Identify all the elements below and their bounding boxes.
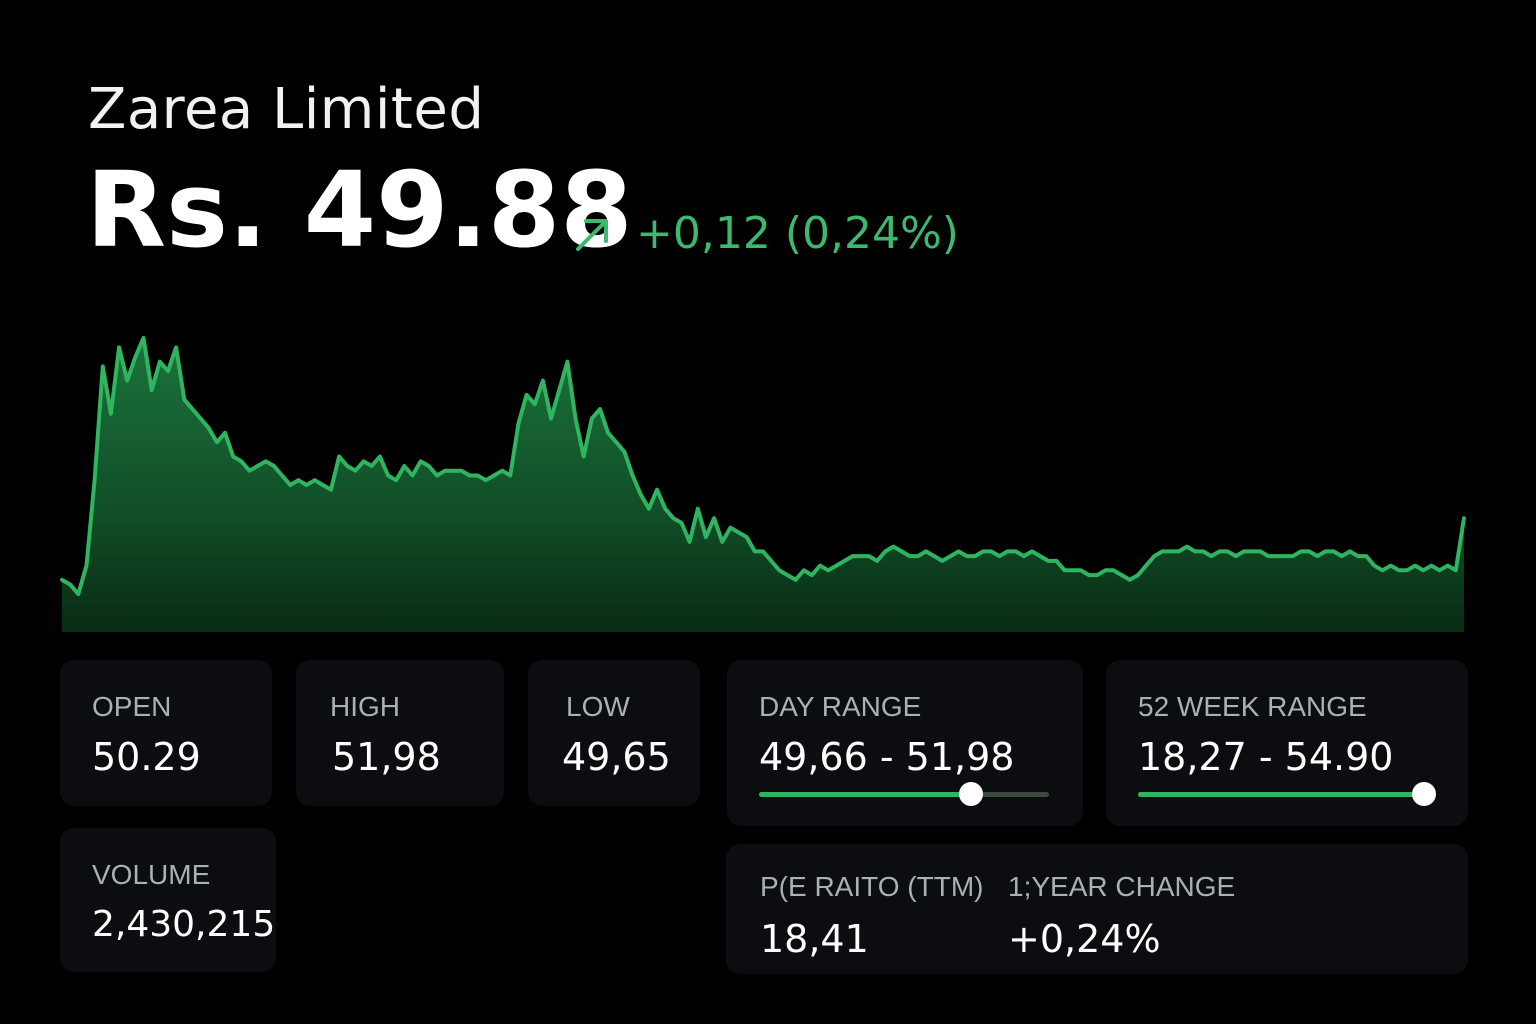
stat-card-low: LOW 49,65 [528, 660, 700, 806]
52-week-range-fill [1138, 792, 1425, 797]
day-range-marker[interactable] [958, 782, 983, 806]
stat-value-day-range: 49,66 - 51,98 [759, 735, 1015, 779]
company-name: Zarea Limited [88, 77, 485, 142]
pe-ratio-group: P(E RAITO (TTM) 18,41 [760, 870, 983, 962]
day-range-track [759, 782, 1049, 806]
price-change-text: +0,12 (0,24%) [636, 208, 959, 259]
chart-area-fill [62, 337, 1464, 632]
stat-value-year-change: +0,24% [1008, 917, 1161, 961]
stat-value-high: 51,98 [332, 735, 441, 779]
stat-value-open: 50.29 [92, 735, 201, 779]
52-week-range-marker[interactable] [1412, 782, 1437, 806]
stat-card-open: OPEN 50.29 [60, 660, 272, 806]
day-range-fill [759, 792, 971, 797]
stat-card-day-range: DAY RANGE 49,66 - 51,98 [727, 660, 1083, 826]
current-price: Rs. 49.88 [86, 149, 633, 271]
stat-value-low: 49,65 [562, 735, 671, 779]
stat-label-open: OPEN [92, 691, 172, 722]
stat-card-52-week-range: 52 WEEK RANGE 18,27 - 54.90 [1106, 660, 1468, 826]
stat-label-volume: VOLUME [92, 859, 211, 890]
stat-value-volume: 2,430,215 [92, 904, 276, 945]
stat-value-pe-ratio: 18,41 [760, 917, 869, 961]
arrow-up-right-icon [576, 219, 608, 251]
stat-label-pe-ratio: P(E RAITO (TTM) [760, 871, 984, 902]
stat-card-high: HIGH 51,98 [296, 660, 504, 806]
price-change: +0,12 (0,24%) [572, 204, 959, 264]
chart-price-line [60, 335, 1466, 597]
stat-label-low: LOW [566, 691, 630, 722]
stat-card-volume: VOLUME 2,430,215 [60, 828, 276, 972]
year-change-group: 1;YEAR CHANGE +0,24% [1008, 870, 1235, 962]
52-week-range-track [1138, 782, 1437, 806]
stat-card-pe-and-year-change: P(E RAITO (TTM) 18,41 1;YEAR CHANGE +0,2… [726, 844, 1468, 974]
stat-label-high: HIGH [330, 691, 400, 722]
stat-label-year-change: 1;YEAR CHANGE [1008, 871, 1236, 902]
stat-value-52-week-range: 18,27 - 54.90 [1138, 735, 1394, 779]
stat-label-52-week-range: 52 WEEK RANGE [1138, 691, 1367, 722]
stat-label-day-range: DAY RANGE [759, 691, 922, 722]
